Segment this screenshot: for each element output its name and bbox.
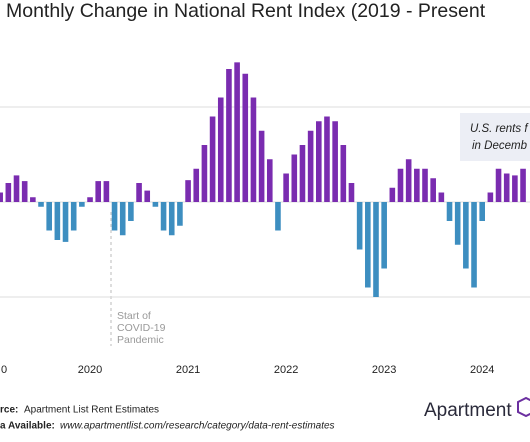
bar: [258, 130, 265, 202]
bar: [405, 159, 412, 202]
bar: [373, 202, 379, 297]
bar: [266, 159, 273, 202]
x-tick-label: 2020: [78, 364, 102, 376]
bar: [95, 181, 102, 202]
bar: [70, 202, 77, 231]
callout-text: in Decemb: [472, 140, 528, 152]
bar: [479, 202, 485, 221]
bar: [283, 173, 289, 202]
bar: [144, 190, 151, 202]
bar: [152, 202, 159, 207]
bar: [487, 192, 494, 202]
bar: [38, 202, 44, 207]
bar: [291, 154, 298, 202]
bar: [332, 121, 338, 202]
bar: [299, 145, 306, 202]
bar: [0, 192, 3, 202]
bar: [111, 202, 118, 231]
covid-note: Pandemic: [117, 334, 164, 346]
bar: [348, 183, 355, 202]
bar: [234, 62, 240, 202]
bar: [242, 73, 249, 202]
bar: [119, 202, 126, 236]
bar: [324, 116, 330, 202]
covid-note: COVID-19: [117, 322, 166, 334]
x-tick-label: 2024: [470, 364, 494, 376]
callout-box: [460, 113, 530, 161]
bar: [5, 183, 12, 202]
bar: [226, 69, 232, 202]
bar: [201, 145, 208, 202]
bar: [250, 97, 257, 202]
bar: [430, 178, 436, 202]
bar: [54, 202, 61, 240]
x-tick-label: 0: [1, 364, 7, 376]
x-tick-label: 2022: [274, 364, 298, 376]
bar: [13, 175, 20, 202]
bar: [168, 202, 175, 236]
bar: [62, 202, 69, 242]
bar: [79, 202, 85, 207]
bar: [512, 175, 518, 202]
bar: [356, 202, 363, 250]
bar: [446, 202, 453, 221]
source-label: rce:: [0, 405, 18, 416]
data-url: www.apartmentlist.com/research/category/…: [60, 421, 335, 432]
bar: [21, 181, 28, 202]
bar: [414, 168, 420, 202]
bar: [471, 202, 477, 288]
bar: [365, 202, 371, 288]
bar: [177, 202, 183, 226]
bar: [193, 168, 200, 202]
bar: [30, 197, 36, 202]
bar: [217, 97, 224, 202]
bar: [275, 202, 281, 231]
bar: [136, 183, 142, 202]
bar: [389, 187, 396, 202]
callout-text: U.S. rents f: [470, 123, 529, 135]
bar: [422, 168, 428, 202]
covid-note: Start of: [117, 310, 151, 322]
bar: [438, 192, 445, 202]
chart-title: Monthly Change in National Rent Index (2…: [6, 0, 486, 22]
logo-icon: [517, 396, 530, 418]
bar: [381, 202, 387, 269]
bar: [520, 168, 526, 202]
x-tick-label: 2023: [372, 364, 396, 376]
bar: [340, 145, 347, 202]
bar: [87, 197, 93, 202]
bar: [307, 130, 314, 202]
bar: [503, 173, 510, 202]
bar: [46, 202, 52, 231]
bar: [397, 168, 404, 202]
source-text: Apartment List Rent Estimates: [24, 405, 159, 416]
bar: [160, 202, 167, 231]
bar: [103, 181, 110, 202]
bar: [209, 116, 216, 202]
x-tick-label: 2021: [176, 364, 200, 376]
bar: [316, 121, 322, 202]
bar: [454, 202, 461, 245]
bar: [185, 180, 191, 202]
bar: [128, 202, 134, 221]
data-label: a Available:: [0, 421, 55, 432]
logo: Apartment: [424, 400, 512, 421]
bar: [463, 202, 469, 269]
bar: [495, 168, 502, 202]
